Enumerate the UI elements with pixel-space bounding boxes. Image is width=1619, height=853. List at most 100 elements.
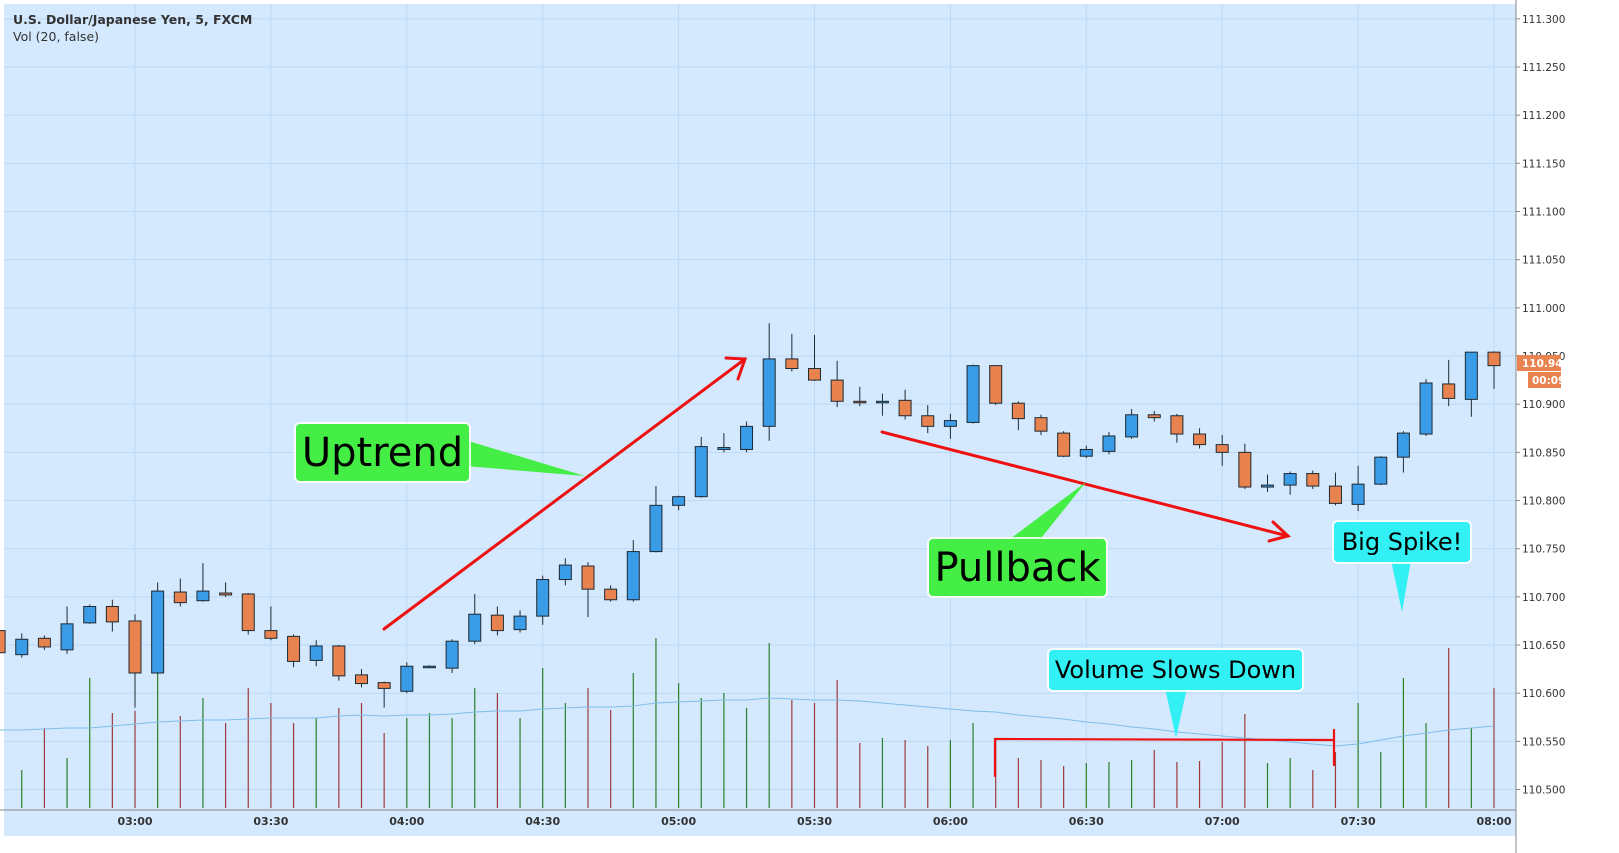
candle (1170, 413, 1184, 443)
trend-arrows (382, 356, 1336, 778)
uptrend-pointer (465, 440, 585, 476)
candle-body (1170, 415, 1184, 435)
candle (37, 635, 51, 650)
countdown-tag-bg (1528, 372, 1561, 388)
price-tick-label: 111.200 (1522, 110, 1565, 122)
candle (332, 645, 346, 681)
candle-body (1215, 444, 1229, 453)
candle-body (1419, 382, 1433, 435)
candle-body (1034, 417, 1048, 432)
candle (1102, 432, 1116, 455)
price-tick-label: 110.850 (1522, 447, 1565, 459)
volume-pointer (1165, 688, 1187, 738)
pullback-pointer (1006, 482, 1086, 542)
candle-body (513, 615, 527, 631)
candle-body (1374, 456, 1388, 485)
price-axis: 111.300 111.250 111.200 111.150 111.100 111.0… (1515, 0, 1565, 853)
price-tick-label: 111.250 (1522, 62, 1565, 74)
price-tick-label: 111.000 (1522, 303, 1565, 315)
candle-body (581, 565, 595, 590)
candle-body (400, 665, 414, 692)
uptrend-arrow-head (724, 356, 748, 381)
candle-body (83, 606, 97, 624)
candle-body (151, 590, 165, 674)
time-tick-label: 04:00 (389, 815, 424, 828)
candle (785, 333, 799, 372)
price-tick-label: 111.100 (1522, 207, 1565, 219)
time-tick-label: 08:00 (1476, 815, 1511, 828)
candle-body (1283, 473, 1297, 486)
candle-body (875, 400, 889, 404)
callout-pointers (465, 440, 1411, 738)
candle (128, 614, 142, 708)
candle-body (1238, 451, 1252, 488)
candle (0, 630, 6, 654)
candle-body (762, 358, 776, 427)
candle-body (966, 365, 980, 423)
candle-body (1442, 383, 1456, 399)
volume-indicator-label[interactable]: Vol (20, false) (13, 29, 100, 44)
candle (558, 558, 572, 586)
candle (808, 334, 821, 382)
candle-body (1079, 448, 1093, 457)
candle-body (921, 415, 935, 427)
candle (1125, 409, 1139, 439)
candle-body (694, 446, 708, 498)
candle-body (219, 592, 233, 596)
candle (672, 495, 686, 511)
price-tick-label: 110.650 (1522, 640, 1565, 652)
candle-body (1147, 414, 1161, 419)
candle-body (173, 591, 187, 604)
candle (241, 593, 255, 635)
candle-body (490, 614, 504, 632)
candle (604, 585, 618, 602)
big-spike-callout: Big Spike! (1334, 522, 1470, 562)
candle (875, 393, 889, 416)
time-tick-label: 05:30 (797, 815, 832, 828)
candle-body (445, 640, 459, 669)
candle-body (377, 682, 391, 689)
candle (1079, 445, 1093, 459)
candle-body (1011, 402, 1025, 420)
candle (830, 360, 844, 408)
volume-ma-line (0, 697, 1495, 747)
candle-body (196, 590, 210, 602)
candle (219, 582, 233, 597)
candle (694, 436, 708, 498)
candle-body (15, 638, 29, 656)
time-tick-label: 07:00 (1205, 815, 1240, 828)
price-tick-label: 111.050 (1522, 255, 1565, 267)
candle (1215, 435, 1229, 466)
candle-body (717, 447, 731, 450)
candle (490, 606, 504, 636)
candle (377, 681, 391, 708)
candle (626, 540, 640, 602)
candle-body (898, 399, 912, 417)
candle (105, 599, 119, 632)
candle-body (1351, 483, 1365, 505)
candle-body (1057, 432, 1071, 457)
candle (1057, 431, 1071, 458)
price-tick-label: 110.550 (1522, 736, 1565, 748)
candle (60, 606, 74, 654)
candle (1419, 379, 1433, 436)
price-tick-label: 110.800 (1522, 496, 1565, 508)
candle-body (422, 665, 436, 669)
candle-body (1306, 473, 1320, 487)
pullback-arrow-shaft (880, 430, 1290, 538)
candle (1351, 465, 1365, 512)
candle (1034, 414, 1048, 436)
candle-body (468, 613, 482, 642)
gridlines (4, 4, 1516, 810)
candle (264, 606, 278, 641)
candles (0, 323, 1501, 708)
candle-body (264, 630, 278, 639)
candle-body (60, 623, 74, 651)
candle-body (1464, 351, 1478, 400)
candle (355, 669, 368, 688)
candle (1283, 471, 1297, 495)
candle-body (1328, 485, 1342, 504)
candle-body (808, 368, 821, 381)
